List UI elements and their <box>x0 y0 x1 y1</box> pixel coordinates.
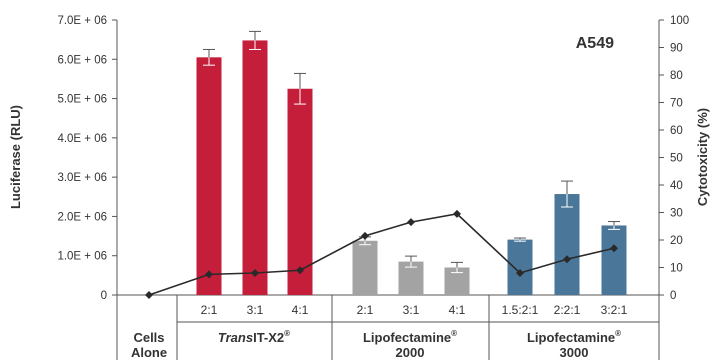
group-label-superscript: ® <box>451 329 457 338</box>
left-tick-label: 1.0E + 06 <box>57 251 107 263</box>
group-label-line1: Lipofectamine® <box>527 329 621 345</box>
cytotoxicity-point <box>453 209 461 218</box>
x-tick-label: 3:1 <box>403 303 420 317</box>
luciferase-bar <box>601 225 627 295</box>
panel-label: A549 <box>576 35 614 52</box>
left-tick-label: 0 <box>101 290 107 302</box>
right-tick-label: 60 <box>670 125 683 137</box>
right-tick-label: 30 <box>670 208 683 220</box>
cytotoxicity-point <box>563 255 571 264</box>
cytotoxicity-point <box>296 266 304 275</box>
luciferase-bar <box>352 240 378 295</box>
cytotoxicity-point <box>516 269 524 277</box>
luciferase-bar <box>196 57 222 296</box>
group-label-text: Lipofectamine <box>527 330 615 345</box>
right-tick-label: 90 <box>670 43 683 55</box>
bars <box>196 40 627 296</box>
x-tick-label: 4:1 <box>449 303 466 317</box>
cytotoxicity-point <box>407 218 415 227</box>
group-label-main: IT-X2 <box>253 330 284 345</box>
group-label-line2: 2000 <box>396 345 425 360</box>
left-tick-label: 3.0E + 06 <box>57 172 107 184</box>
right-tick-label: 70 <box>670 98 683 110</box>
group-label-text: Lipofectamine <box>363 330 451 345</box>
group-label: TransIT-X2® <box>218 329 290 345</box>
group-label-line1: Lipofectamine® <box>363 329 457 345</box>
x-tick-label: 1.5:2:1 <box>502 303 539 317</box>
group-label-superscript: ® <box>615 329 621 338</box>
error-bars <box>203 30 620 274</box>
left-axis-ticks: 0 1.0E + 06 2.0E + 06 3.0E + 06 4.0E + 06 5.0… <box>57 15 117 302</box>
right-tick-label: 50 <box>670 153 683 165</box>
cytotoxicity-point <box>610 244 618 253</box>
group-label-line2: Alone <box>131 345 167 360</box>
left-tick-label: 2.0E + 06 <box>57 211 107 223</box>
x-tick-label: 4:1 <box>292 303 309 317</box>
right-axis-title: Cytotoxicity (%) <box>695 108 710 206</box>
luciferase-bar <box>287 88 313 295</box>
right-tick-label: 40 <box>670 180 683 192</box>
left-tick-label: 4.0E + 06 <box>57 133 107 145</box>
right-tick-label: 20 <box>670 235 683 247</box>
x-tick-label: 3:1 <box>247 303 264 317</box>
luciferase-bar <box>554 194 580 295</box>
x-tick-label: 2:2:1 <box>554 303 581 317</box>
group-label-italic: Trans <box>218 330 253 345</box>
cytotoxicity-line <box>145 209 618 299</box>
left-tick-label: 5.0E + 06 <box>57 94 107 106</box>
cytotoxicity-point <box>205 270 213 279</box>
luciferase-bar <box>507 239 533 295</box>
x-tick-label: 2:1 <box>357 303 374 317</box>
x-tick-labels: 2:1 3:1 4:1 2:1 3:1 4:1 1.5:2:1 2:2:1 3:2:1 <box>201 303 628 317</box>
right-tick-label: 80 <box>670 70 683 82</box>
cytotoxicity-series-line <box>148 213 615 296</box>
right-tick-label: 10 <box>670 263 683 275</box>
group-label-line1: Cells <box>133 330 164 345</box>
x-tick-label: 2:1 <box>201 303 218 317</box>
luciferase-bar <box>242 40 268 295</box>
x-tick-label: 3:2:1 <box>601 303 628 317</box>
cytotoxicity-point <box>251 269 259 277</box>
right-axis-ticks: 0 10 20 30 40 50 60 70 80 90 100 <box>659 15 689 302</box>
group-label-text: Cells <box>133 330 164 345</box>
right-tick-label: 0 <box>670 290 676 302</box>
group-label-line2: 3000 <box>560 345 589 360</box>
cytotoxicity-point <box>145 291 153 299</box>
right-tick-label: 100 <box>670 15 689 27</box>
left-axis-title: Luciferase (RLU) <box>8 105 23 209</box>
left-tick-label: 7.0E + 06 <box>57 15 107 27</box>
left-tick-label: 6.0E + 06 <box>57 54 107 66</box>
group-label-superscript: ® <box>284 329 290 338</box>
cytotoxicity-point <box>361 231 369 240</box>
